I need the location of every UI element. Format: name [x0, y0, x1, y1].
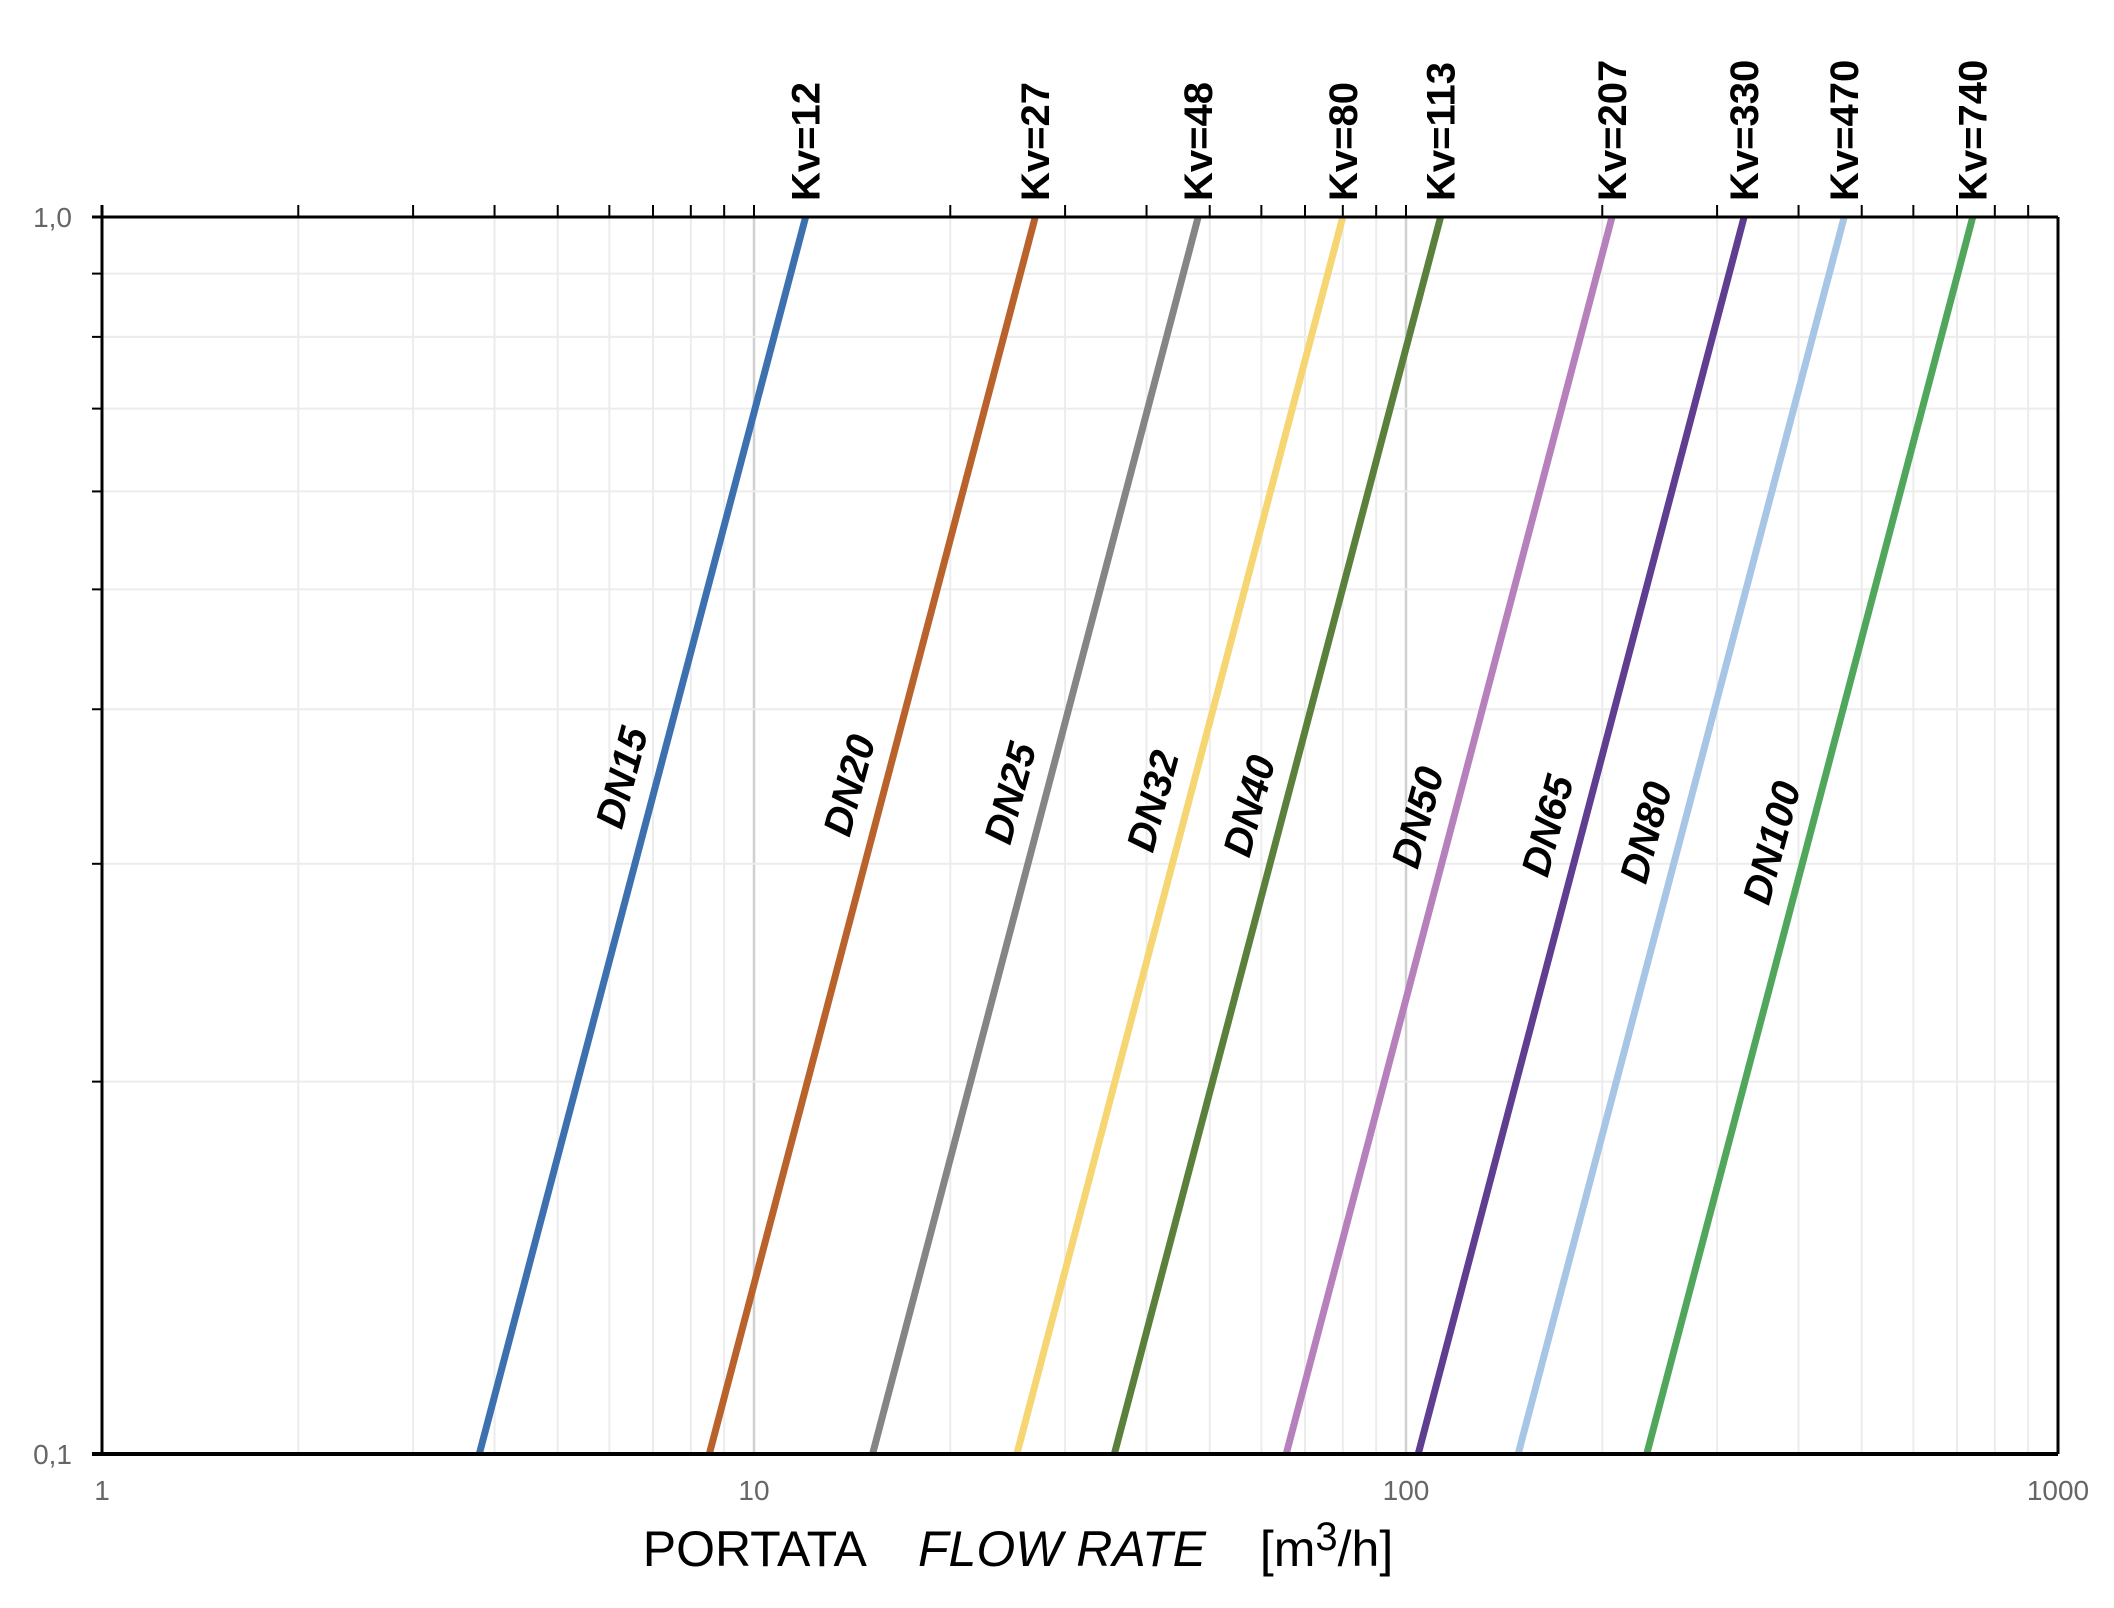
series-line-dn80: [1514, 216, 1848, 1455]
kv-label: Kv=330: [1723, 60, 1767, 201]
series-line-dn50: [1282, 216, 1616, 1455]
y-tick-label: 1,0: [33, 202, 72, 233]
x-axis-unit-close: /h]: [1338, 1521, 1394, 1577]
kv-label: Kv=48: [1177, 82, 1221, 201]
axes: [92, 205, 2060, 1456]
x-tick-label: 1: [94, 1475, 110, 1506]
series-line-dn100: [1643, 216, 1977, 1455]
kv-label: Kv=80: [1322, 82, 1366, 201]
y-tick-label: 0,1: [33, 1439, 72, 1470]
kv-label: Kv=470: [1823, 60, 1867, 201]
kv-label: Kv=12: [785, 82, 829, 201]
x-axis-title-en: FLOW RATE: [918, 1521, 1207, 1577]
series-line-dn20: [705, 216, 1039, 1455]
series-line-dn40: [1110, 216, 1444, 1455]
x-tick-label: 10: [738, 1475, 769, 1506]
x-axis-unit-open: [m: [1260, 1521, 1316, 1577]
kv-label: Kv=207: [1591, 60, 1635, 201]
series-lines: [475, 216, 1977, 1455]
x-axis-title: PORTATA FLOW RATE [m3/h]: [643, 1515, 1394, 1577]
x-axis-unit-sup: 3: [1315, 1515, 1337, 1559]
kv-label: Kv=740: [1952, 60, 1996, 201]
kv-label: Kv=27: [1014, 82, 1058, 201]
x-axis-title-it: PORTATA: [643, 1521, 868, 1577]
x-tick-label: 100: [1383, 1475, 1430, 1506]
series-line-dn25: [869, 216, 1202, 1455]
x-tick-label: 1000: [2027, 1475, 2089, 1506]
kv-label: Kv=113: [1420, 62, 1464, 201]
series-line-dn65: [1414, 216, 1748, 1455]
tick-labels: 1 10 100 1000 0,1 1,0: [33, 202, 2089, 1506]
series-line-dn32: [1013, 216, 1347, 1455]
series-line-dn15: [475, 216, 810, 1455]
